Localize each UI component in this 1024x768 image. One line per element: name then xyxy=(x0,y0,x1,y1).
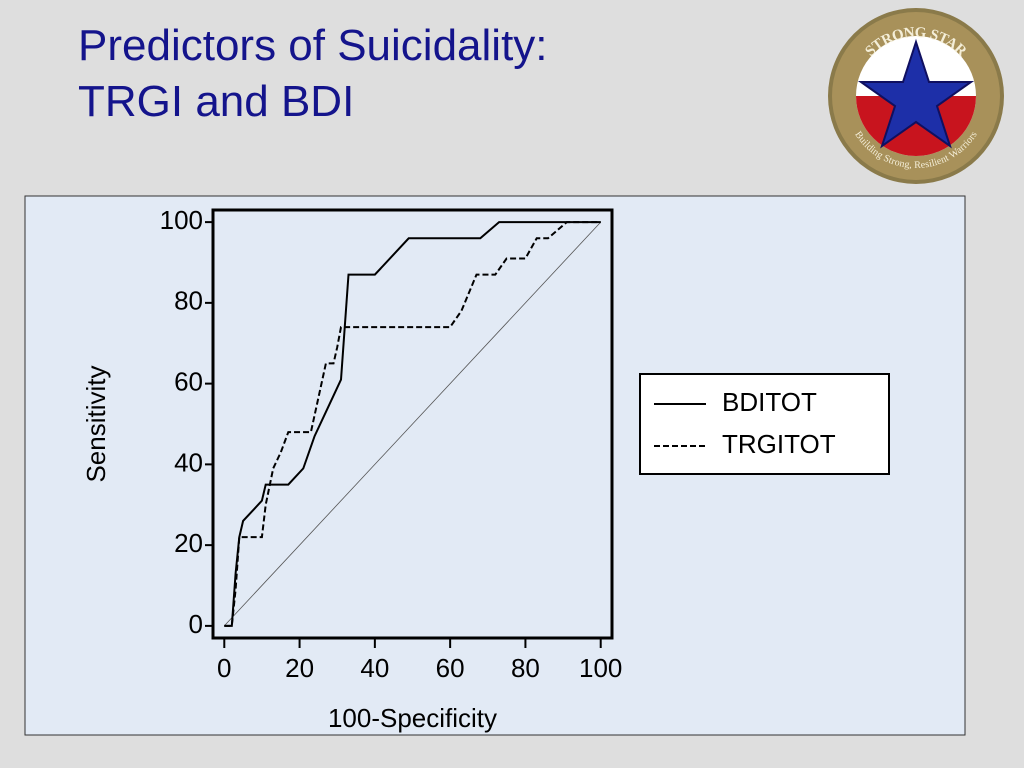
title-line: TRGI and BDI xyxy=(78,77,355,126)
x-axis-label: 100-Specificity xyxy=(328,703,497,733)
slide-title: Predictors of Suicidality: TRGI and BDI xyxy=(78,18,548,130)
series-line xyxy=(224,221,601,627)
legend-box xyxy=(639,373,890,475)
title-line: Predictors of Suicidality: xyxy=(78,21,548,70)
y-tick-label: 60 xyxy=(174,366,203,396)
plot-frame xyxy=(211,208,614,640)
y-tick-label: 40 xyxy=(174,447,203,477)
x-tick-label: 80 xyxy=(511,653,540,683)
logo-star xyxy=(857,38,975,149)
x-tick-label: 60 xyxy=(436,653,465,683)
y-tick-label: 0 xyxy=(189,609,203,639)
y-tick-label: 20 xyxy=(174,528,203,558)
x-tick-label: 20 xyxy=(285,653,314,683)
x-tick-label: 100 xyxy=(579,653,622,683)
y-tick-label: 80 xyxy=(174,286,203,316)
series-line xyxy=(224,221,601,627)
legend-label: BDITOT xyxy=(722,387,817,417)
reference-diagonal xyxy=(223,221,602,627)
legend-label: TRGITOT xyxy=(722,429,836,459)
y-axis-label: Sensitivity xyxy=(81,365,111,482)
x-tick-label: 0 xyxy=(217,653,231,683)
y-tick-label: 100 xyxy=(160,205,203,235)
x-tick-label: 40 xyxy=(360,653,389,683)
logo: STRONG STAR Building Strong, Resilient W… xyxy=(828,8,1004,184)
